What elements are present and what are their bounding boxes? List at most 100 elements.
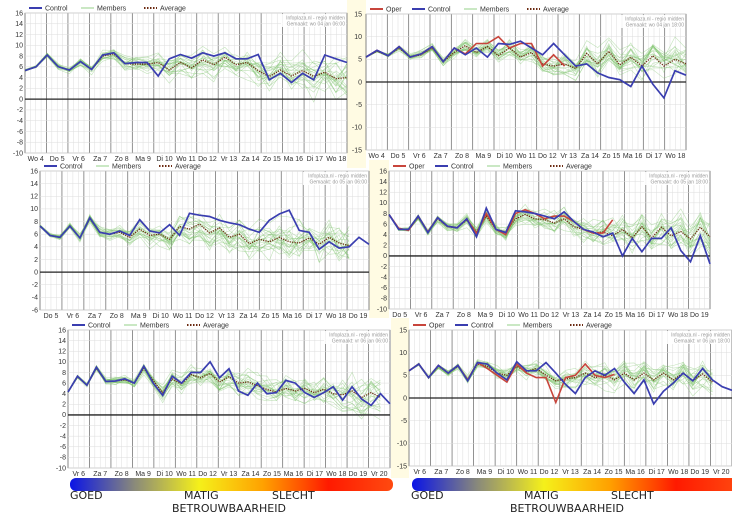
member-line (39, 214, 350, 251)
legend-members-label: Members (523, 323, 553, 330)
made-timestamp: Gemaakt: wo 04 jan 18:00 (626, 23, 685, 29)
x-day-label: Wo 11 (518, 469, 538, 476)
x-day-label: Wo 18 (326, 313, 346, 320)
y-tick-label: -2 (381, 264, 387, 271)
y-tick-label: 0 (383, 253, 387, 260)
x-day-label: Wo 11 (176, 156, 196, 163)
member-line (365, 43, 687, 74)
legend-control-label: Control (471, 323, 494, 330)
x-day-label: Zo 15 (605, 312, 623, 319)
y-tick-label: 2 (383, 243, 387, 250)
control-series-line (67, 360, 391, 407)
legend-average-label: Average (203, 323, 229, 330)
member-line (39, 215, 350, 249)
x-day-label: Do 5 (392, 312, 407, 319)
x-day-label: Di 10 (499, 312, 515, 319)
member-line (39, 219, 350, 259)
y-tick-label: 4 (383, 232, 387, 239)
x-day-label: Vr 6 (415, 312, 428, 319)
member-line (24, 49, 348, 91)
y-tick-label: -2 (17, 107, 23, 114)
made-timestamp: Gemaakt: wo 04 jan 06:00 (287, 22, 346, 28)
y-tick-label: -4 (32, 295, 38, 302)
legend-average-label: Average (586, 323, 612, 330)
x-day-label: Za 14 (583, 469, 601, 476)
legend-members-label: Members (480, 7, 510, 14)
y-tick-label: 4 (19, 75, 23, 82)
x-day-label: Do 12 (538, 153, 557, 160)
x-day-label: Wo 11 (173, 313, 193, 320)
x-day-label: Do 12 (195, 313, 214, 320)
y-tick-label: -10 (56, 465, 66, 472)
y-tick-label: -8 (60, 455, 66, 462)
member-line (408, 359, 713, 385)
x-day-label: Wo 18 (665, 153, 685, 160)
x-day-label: Di 17 (646, 153, 662, 160)
reliability-medium-label-right: MATIG (524, 489, 559, 502)
reliability-bar-right (412, 478, 732, 491)
x-day-label: Vr 20 (371, 471, 388, 478)
y-tick-label: 5 (358, 57, 362, 64)
member-line (39, 219, 350, 255)
y-tick-label: 16 (30, 168, 38, 175)
control-series-line (408, 360, 732, 406)
x-day-label: Do 5 (44, 313, 59, 320)
x-day-label: Zo 15 (261, 313, 279, 320)
x-day-label: Vr 13 (560, 153, 577, 160)
x-day-label: Za 7 (88, 313, 102, 320)
member-line (24, 49, 348, 78)
chart-6: -15 -10 -5 0 5 10 15 Vr 6 Za 7 Zo 8 Ma 9 Di 10 Wo 11… (397, 323, 732, 476)
control-series-line (388, 205, 711, 265)
x-day-label: Za 7 (93, 156, 107, 163)
legend-members-label: Members (97, 6, 127, 13)
y-tick-label: 6 (62, 380, 66, 387)
legend-control-label: Control (451, 164, 474, 171)
y-tick-label: 8 (62, 370, 66, 377)
member-line (24, 51, 348, 87)
legend-average-label: Average (566, 164, 592, 171)
y-tick-label: -6 (32, 307, 38, 314)
legend-oper-label: Oper (409, 164, 425, 171)
y-tick-label: 0 (34, 269, 38, 276)
x-day-label: Vr 13 (563, 312, 580, 319)
legend-average-label: Average (160, 6, 186, 13)
x-day-label: Ma 9 (478, 312, 494, 319)
x-day-label: Zo 15 (605, 469, 623, 476)
member-line (388, 214, 711, 258)
member-line (39, 215, 350, 256)
legend-members-label: Members (140, 323, 170, 330)
y-tick-label: -5 (401, 418, 407, 425)
x-day-label: Wo 11 (176, 471, 196, 478)
y-tick-label: 16 (379, 168, 387, 175)
x-day-label: Wo 11 (516, 153, 536, 160)
y-tick-label: -15 (352, 147, 362, 154)
member-line (67, 364, 381, 402)
x-day-label: Wo 11 (518, 312, 538, 319)
background-strip (369, 160, 389, 318)
x-day-label: Di 17 (307, 471, 323, 478)
x-day-label: Di 17 (307, 156, 323, 163)
chart-1: -10 -8 -6 -4 -2 0 2 4 6 8 10 12 14 16 Wo 4 Do 5 Vr 6 Za 7… (13, 6, 348, 163)
x-day-label: Zo 15 (263, 471, 281, 478)
source-label: Infoplaza.nl - regio midden (649, 174, 708, 180)
member-line (39, 222, 350, 246)
made-timestamp: Gemaakt: do 05 jan 18:00 (650, 180, 708, 186)
x-day-label: Ma 16 (625, 312, 645, 319)
x-day-label: Ma 9 (477, 469, 493, 476)
legend-members-label: Members (112, 164, 142, 171)
y-tick-label: 0 (19, 96, 23, 103)
made-timestamp: Gemaakt: do 05 jan 06:00 (309, 180, 367, 186)
member-line (365, 38, 687, 73)
x-day-label: Vr 6 (67, 313, 80, 320)
x-day-label: Ma 16 (284, 471, 304, 478)
y-tick-label: -8 (17, 140, 23, 147)
reliability-bar-left (70, 478, 393, 491)
member-line (24, 55, 348, 92)
control-series-line (39, 209, 370, 251)
meta-background (303, 172, 368, 185)
y-tick-label: 12 (30, 194, 38, 201)
x-day-label: Di 17 (306, 313, 322, 320)
x-day-label: Zo 8 (110, 313, 124, 320)
member-line (67, 366, 381, 412)
